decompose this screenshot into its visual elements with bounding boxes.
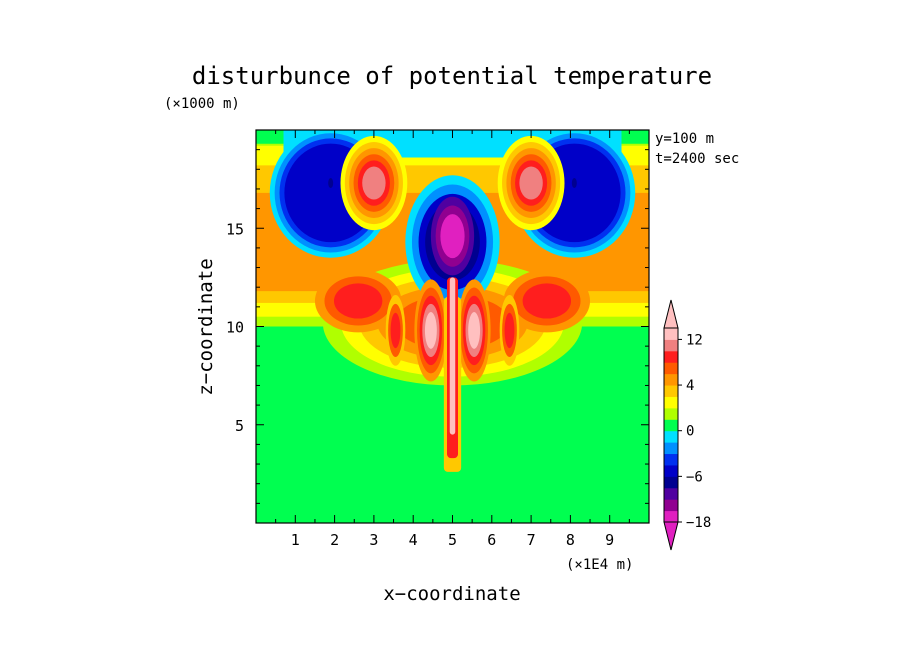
updraft-core (449, 277, 456, 435)
colorbar-max-arrow (663, 299, 679, 329)
y-axis-label: z−coordinate (195, 258, 217, 395)
colorbar-label: 0 (686, 424, 694, 440)
right-warm-arm-band (522, 283, 572, 319)
colorbar-label: 12 (686, 332, 703, 348)
right-outer-cell-band (504, 312, 515, 349)
colorbar-swatch (664, 442, 678, 455)
colorbar-swatch (664, 487, 678, 500)
colorbar-swatch (664, 510, 678, 523)
annotation-time: t=2400 sec (655, 151, 739, 167)
colorbar: 12 4 0 −6 −18 (663, 299, 711, 551)
left-warm-cell-band (424, 312, 437, 349)
x-tick-label: 2 (330, 531, 339, 549)
y-tick-label: 15 (226, 220, 244, 238)
x-tick-label: 5 (448, 531, 457, 549)
colorbar-swatch (664, 385, 678, 397)
colorbar-swatch (664, 430, 678, 443)
x-tick-label: 4 (409, 531, 418, 549)
annotation-y-position: y=100 m (655, 131, 714, 147)
x-tick-label: 9 (605, 531, 614, 549)
x-tick-label: 7 (527, 531, 536, 549)
colorbar-label: −18 (686, 515, 711, 531)
x-axis-label: x−coordinate (383, 583, 520, 605)
left-cold-lobe-core (328, 178, 334, 189)
colorbar-min-arrow (663, 521, 679, 551)
x-tick-label: 6 (487, 531, 496, 549)
colorbar-swatch (664, 419, 678, 432)
x-tick-label: 8 (566, 531, 575, 549)
colorbar-swatch (664, 339, 678, 352)
chart-title: disturbunce of potential temperature (192, 62, 712, 90)
central-cold-core-band (440, 214, 465, 259)
plot-area: 1 2 3 4 5 6 7 8 9 5 10 15 (226, 129, 650, 549)
y-tick-label: 5 (235, 417, 244, 435)
colorbar-frame (663, 327, 679, 523)
right-cold-lobe-core (571, 178, 577, 189)
left-outer-cell-band (390, 312, 401, 349)
left-warm-arm-band (333, 283, 383, 319)
axis-ticks: 1 2 3 4 5 6 7 8 9 5 10 15 (226, 130, 649, 549)
colorbar-swatch (664, 476, 678, 489)
contour-field (256, 130, 649, 472)
colorbar-swatch (664, 373, 678, 386)
left-warm-pocket-band (362, 166, 386, 200)
colorbar-swatch (664, 396, 678, 409)
colorbar-swatch (664, 407, 678, 420)
x-tick-label: 1 (291, 531, 300, 549)
colorbar-swatch (664, 499, 678, 512)
colorbar-label: 4 (686, 378, 694, 394)
colorbar-swatch (664, 453, 678, 466)
colorbar-swatch (664, 328, 678, 340)
y-unit-label: (×1000 m) (164, 96, 240, 112)
right-warm-cell-band (468, 312, 481, 349)
x-tick-label: 3 (369, 531, 378, 549)
colorbar-label: −6 (686, 469, 703, 485)
colorbar-swatch (664, 464, 678, 477)
right-warm-pocket-band (519, 166, 543, 200)
x-unit-label: (×1E4 m) (566, 557, 633, 573)
colorbar-swatch (664, 350, 678, 363)
y-tick-label: 10 (226, 319, 244, 337)
colorbar-swatch (664, 362, 678, 375)
